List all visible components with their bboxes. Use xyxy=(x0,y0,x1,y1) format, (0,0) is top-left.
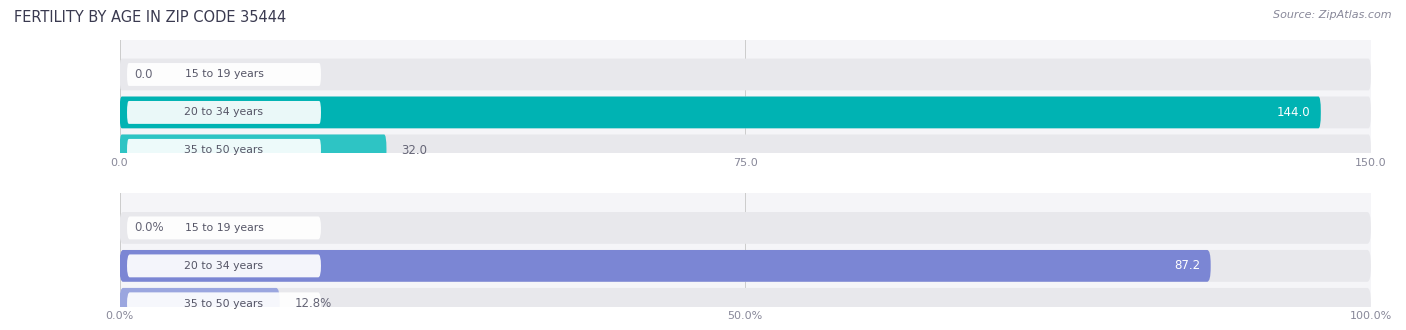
Text: 35 to 50 years: 35 to 50 years xyxy=(184,146,263,155)
Text: 32.0: 32.0 xyxy=(402,144,427,157)
FancyBboxPatch shape xyxy=(127,216,321,239)
FancyBboxPatch shape xyxy=(120,58,1371,90)
FancyBboxPatch shape xyxy=(120,250,1211,282)
FancyBboxPatch shape xyxy=(120,250,1371,282)
FancyBboxPatch shape xyxy=(120,288,1371,320)
Text: Source: ZipAtlas.com: Source: ZipAtlas.com xyxy=(1274,10,1392,20)
FancyBboxPatch shape xyxy=(127,139,321,162)
Text: 20 to 34 years: 20 to 34 years xyxy=(184,108,263,117)
Text: 20 to 34 years: 20 to 34 years xyxy=(184,261,263,271)
Text: 12.8%: 12.8% xyxy=(295,297,332,310)
FancyBboxPatch shape xyxy=(120,288,280,320)
FancyBboxPatch shape xyxy=(120,212,1371,244)
FancyBboxPatch shape xyxy=(120,135,1371,166)
Text: 0.0%: 0.0% xyxy=(135,221,165,234)
Text: 144.0: 144.0 xyxy=(1277,106,1310,119)
Text: 87.2: 87.2 xyxy=(1174,259,1201,272)
Text: FERTILITY BY AGE IN ZIP CODE 35444: FERTILITY BY AGE IN ZIP CODE 35444 xyxy=(14,10,287,25)
Text: 35 to 50 years: 35 to 50 years xyxy=(184,299,263,309)
FancyBboxPatch shape xyxy=(120,135,387,166)
FancyBboxPatch shape xyxy=(127,292,321,315)
FancyBboxPatch shape xyxy=(127,63,321,86)
FancyBboxPatch shape xyxy=(120,96,1320,128)
FancyBboxPatch shape xyxy=(127,254,321,277)
Text: 15 to 19 years: 15 to 19 years xyxy=(184,223,263,233)
Text: 15 to 19 years: 15 to 19 years xyxy=(184,70,263,80)
FancyBboxPatch shape xyxy=(120,96,1371,128)
Text: 0.0: 0.0 xyxy=(135,68,153,81)
FancyBboxPatch shape xyxy=(127,101,321,124)
